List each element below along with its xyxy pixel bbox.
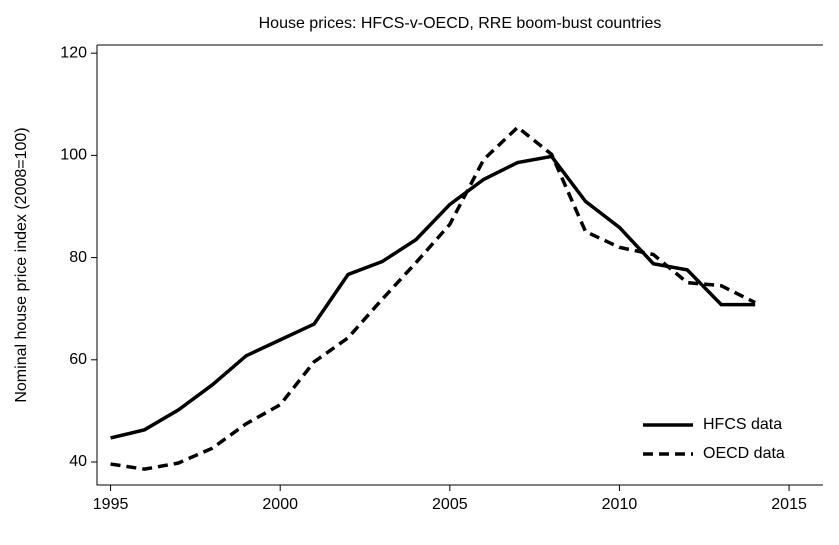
legend-label: HFCS data <box>703 416 782 433</box>
line <box>110 154 756 440</box>
x-tick-label: 2010 <box>602 496 638 513</box>
x-tick-label: 2005 <box>432 496 468 513</box>
x-tick-label: 2000 <box>262 496 298 513</box>
y-axis-label: Nominal house price index (2008=100) <box>13 127 30 402</box>
y-tick-label: 100 <box>60 147 87 164</box>
y-tick-label: 60 <box>69 351 87 368</box>
x-tick-label: 1995 <box>93 496 129 513</box>
x-tick-label: 2015 <box>771 496 807 513</box>
plot-frame <box>96 44 823 486</box>
y-tick-label: 40 <box>69 453 87 470</box>
legend-label: OECD data <box>703 445 785 462</box>
line <box>110 124 756 471</box>
y-tick-label: 120 <box>60 44 87 61</box>
y-tick-label: 80 <box>69 249 87 266</box>
chart-title: House prices: HFCS-v-OECD, RRE boom-bust… <box>259 15 662 32</box>
